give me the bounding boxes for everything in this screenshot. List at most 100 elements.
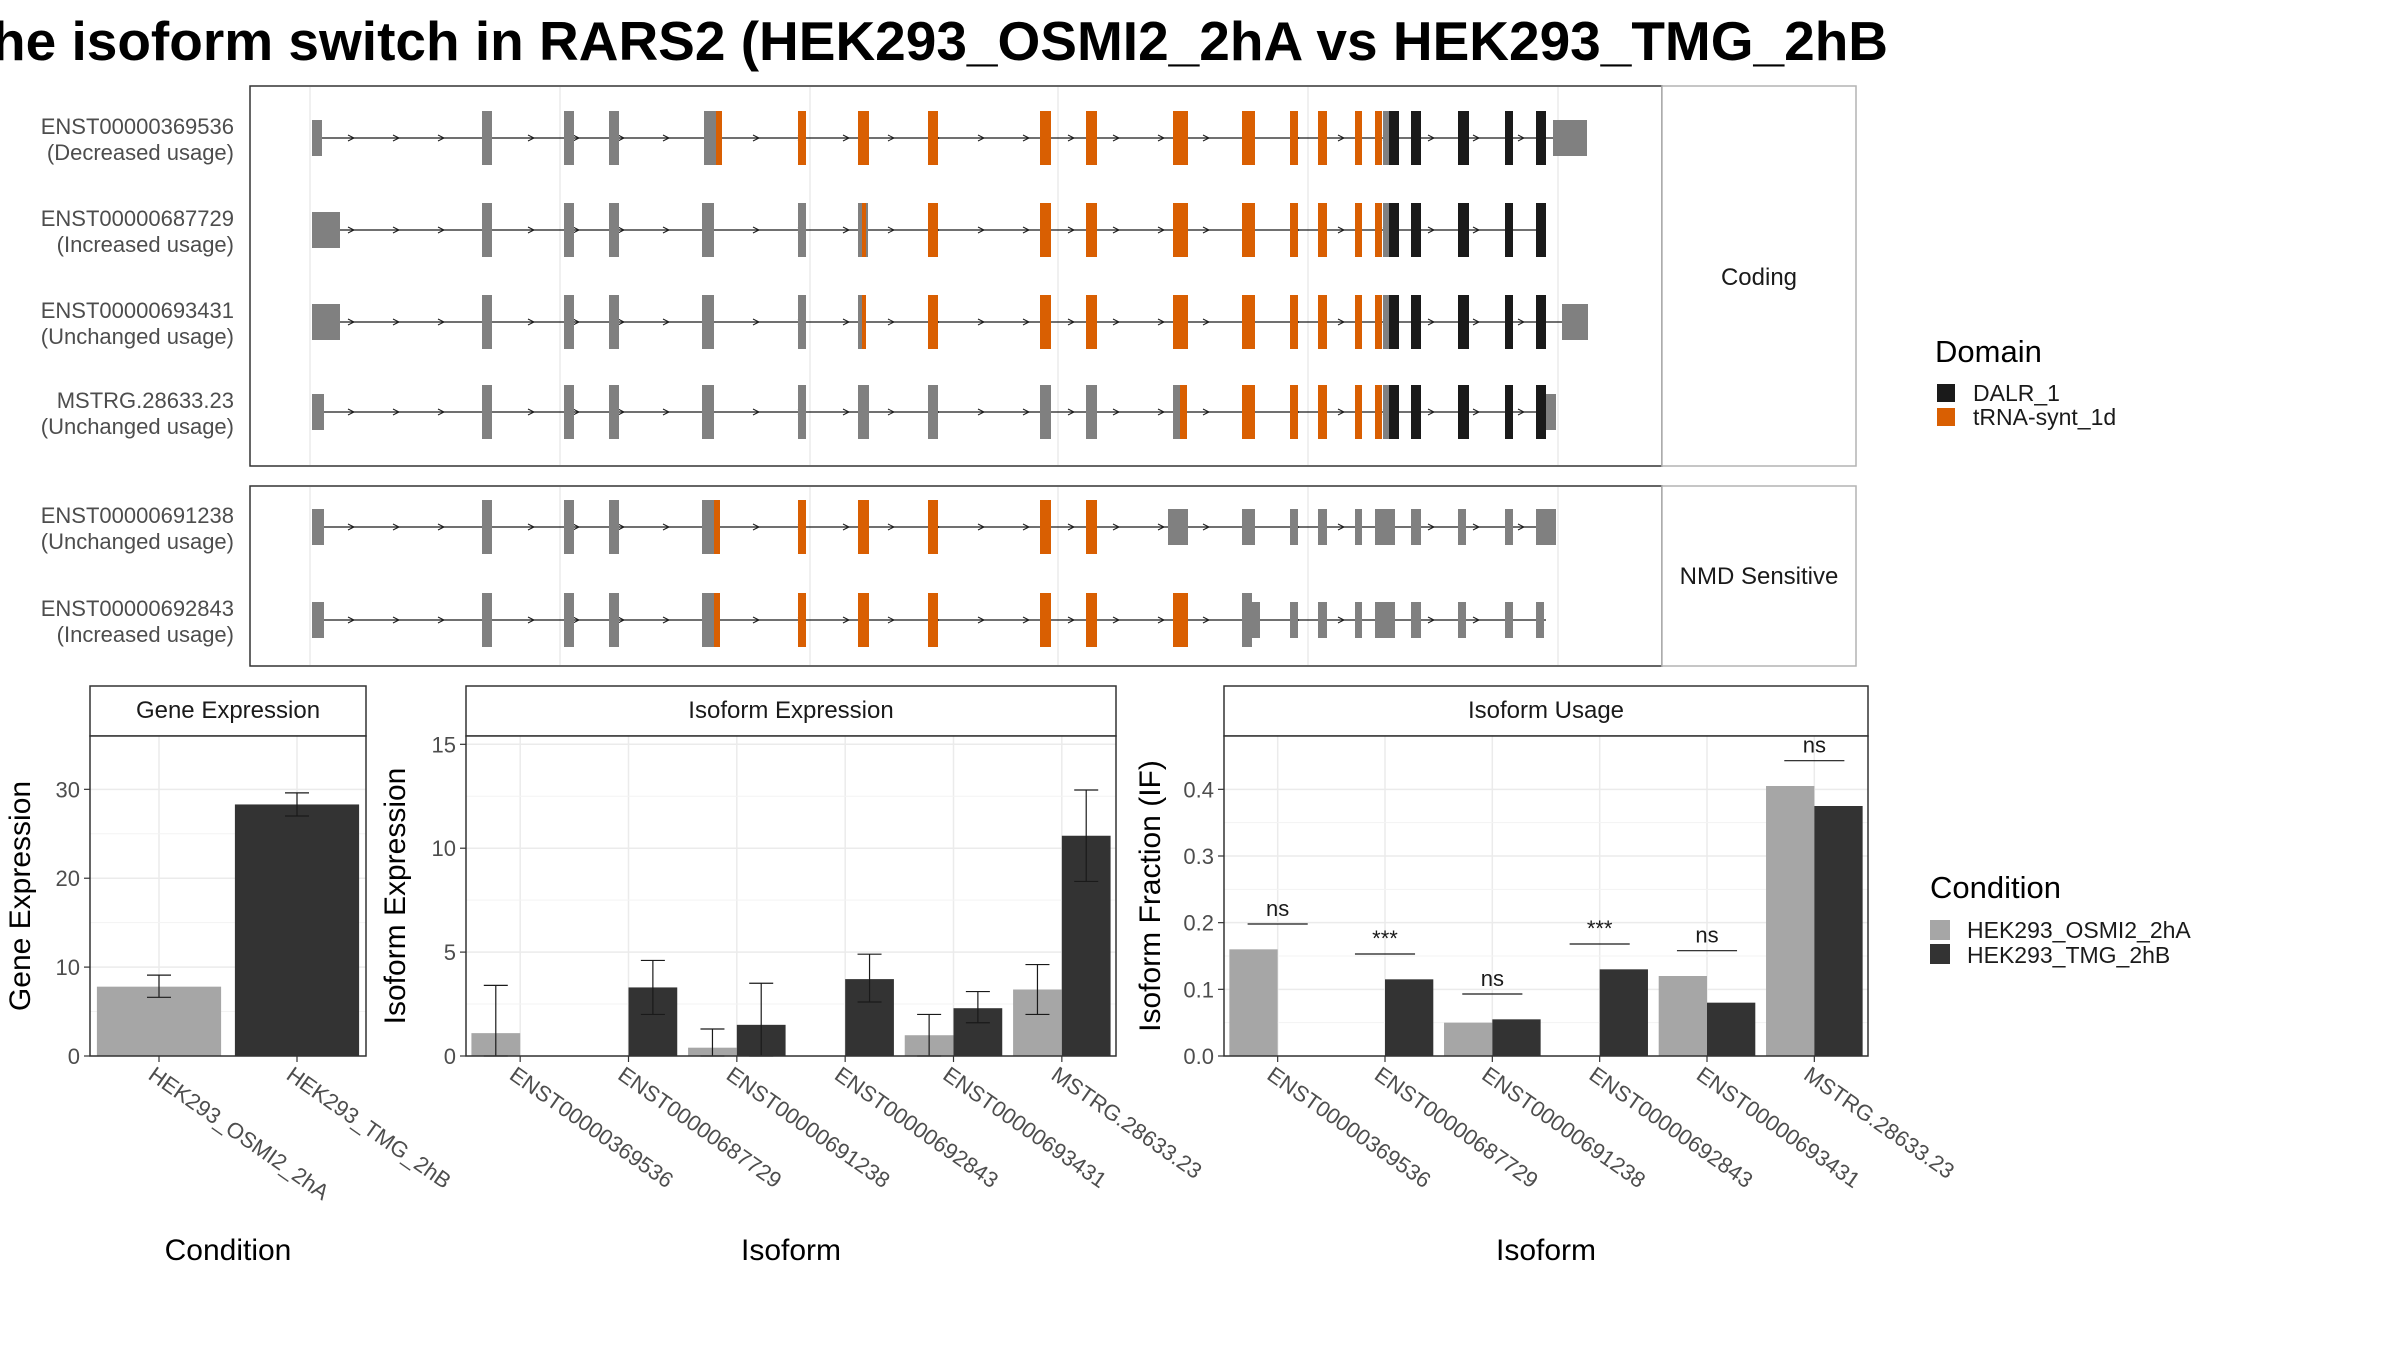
y-axis-title: Isoform Expression — [379, 768, 412, 1025]
exon — [1290, 295, 1298, 349]
exon — [609, 203, 619, 257]
exon — [1355, 111, 1362, 165]
exon — [716, 111, 722, 165]
direction-arrow — [1112, 226, 1121, 234]
exon — [798, 385, 806, 439]
exon — [702, 203, 714, 257]
exon — [1411, 602, 1421, 638]
direction-arrow — [842, 318, 851, 326]
direction-arrow — [1112, 408, 1121, 416]
exon — [1536, 111, 1546, 165]
transcript-structure-panel: Coding NMD Sensitive ENST00000369536(Dec… — [41, 85, 1857, 667]
exon — [1318, 509, 1327, 545]
direction-arrow — [1157, 408, 1166, 416]
exon — [1173, 295, 1188, 349]
exon — [564, 203, 574, 257]
legend-label-cond-a: HEK293_OSMI2_2hA — [1967, 917, 2191, 943]
direction-arrow — [437, 318, 446, 326]
direction-arrow — [752, 226, 761, 234]
direction-arrow — [1067, 318, 1076, 326]
y-tick-label: 0 — [68, 1044, 80, 1069]
y-tick-label: 10 — [56, 955, 80, 980]
direction-arrow — [662, 226, 671, 234]
significance-label: ns — [1481, 966, 1504, 991]
transcript-id: ENST00000693431 — [41, 298, 234, 323]
exon — [1290, 509, 1298, 545]
exon — [1290, 602, 1298, 638]
direction-arrow — [842, 226, 851, 234]
plot-frame — [89, 735, 367, 1057]
transcript-label: ENST00000687729(Increased usage) — [41, 206, 234, 257]
bar — [1658, 976, 1707, 1056]
direction-arrow — [1337, 408, 1346, 416]
exon — [1458, 602, 1466, 638]
exon — [1389, 385, 1399, 439]
y-tick-label: 0.1 — [1183, 977, 1214, 1002]
coding-panel-frame — [249, 85, 1663, 467]
direction-arrow — [1022, 408, 1031, 416]
exon — [482, 500, 492, 554]
legend-key-cond-a — [1930, 920, 1950, 940]
exon — [1086, 111, 1097, 165]
nmd-panel-frame — [249, 485, 1663, 667]
direction-arrow — [572, 318, 581, 326]
exon — [1290, 111, 1298, 165]
exon — [1536, 203, 1546, 257]
direction-arrow — [617, 523, 626, 531]
exon — [798, 500, 806, 554]
direction-arrow — [1337, 616, 1346, 624]
exon — [1505, 203, 1513, 257]
exon — [1168, 509, 1188, 545]
exon — [1375, 509, 1395, 545]
figure-title: he isoform switch in RARS2 (HEK293_OSMI2… — [0, 10, 1888, 72]
exon — [858, 385, 869, 439]
exon — [1375, 111, 1382, 165]
transcript-usage: (Unchanged usage) — [41, 529, 234, 554]
exon — [1411, 203, 1421, 257]
isoform-expression-chart: Isoform Expression051015ENST00000369536E… — [379, 685, 1207, 1267]
exon — [1318, 602, 1327, 638]
significance-label: ns — [1803, 733, 1826, 758]
direction-arrow — [347, 523, 356, 531]
direction-arrow — [752, 616, 761, 624]
exon — [1040, 593, 1051, 647]
exon — [564, 111, 574, 165]
bar — [1599, 969, 1648, 1056]
exon — [858, 593, 869, 647]
direction-arrow — [842, 134, 851, 142]
direction-arrow — [842, 616, 851, 624]
exon — [702, 295, 714, 349]
exon — [1546, 394, 1556, 430]
direction-arrow — [437, 616, 446, 624]
exon — [798, 593, 806, 647]
exon — [1375, 602, 1395, 638]
panel-title: Isoform Usage — [1468, 697, 1624, 724]
transcript-usage: (Increased usage) — [57, 232, 234, 257]
direction-arrow — [887, 134, 896, 142]
exon — [1355, 509, 1362, 545]
direction-arrow — [1472, 408, 1481, 416]
y-tick-label: 0.0 — [1183, 1044, 1214, 1069]
bar — [1814, 806, 1863, 1056]
direction-arrow — [1427, 616, 1436, 624]
y-tick-label: 30 — [56, 777, 80, 802]
direction-arrow — [1022, 523, 1031, 531]
exon — [1318, 111, 1327, 165]
y-tick-label: 0.4 — [1183, 777, 1214, 802]
exon — [564, 385, 574, 439]
direction-arrow — [1427, 134, 1436, 142]
exon — [702, 385, 714, 439]
exon — [1411, 385, 1421, 439]
exon — [1458, 203, 1469, 257]
panel-strip — [465, 685, 1117, 737]
exon — [1536, 385, 1546, 439]
direction-arrow — [752, 134, 761, 142]
exon — [1389, 295, 1399, 349]
legend-key-trna-synt-1d — [1937, 408, 1955, 426]
bar — [1444, 1022, 1493, 1056]
direction-arrow — [1337, 226, 1346, 234]
direction-arrow — [1337, 523, 1346, 531]
direction-arrow — [392, 616, 401, 624]
exon — [1040, 500, 1051, 554]
direction-arrow — [1157, 134, 1166, 142]
